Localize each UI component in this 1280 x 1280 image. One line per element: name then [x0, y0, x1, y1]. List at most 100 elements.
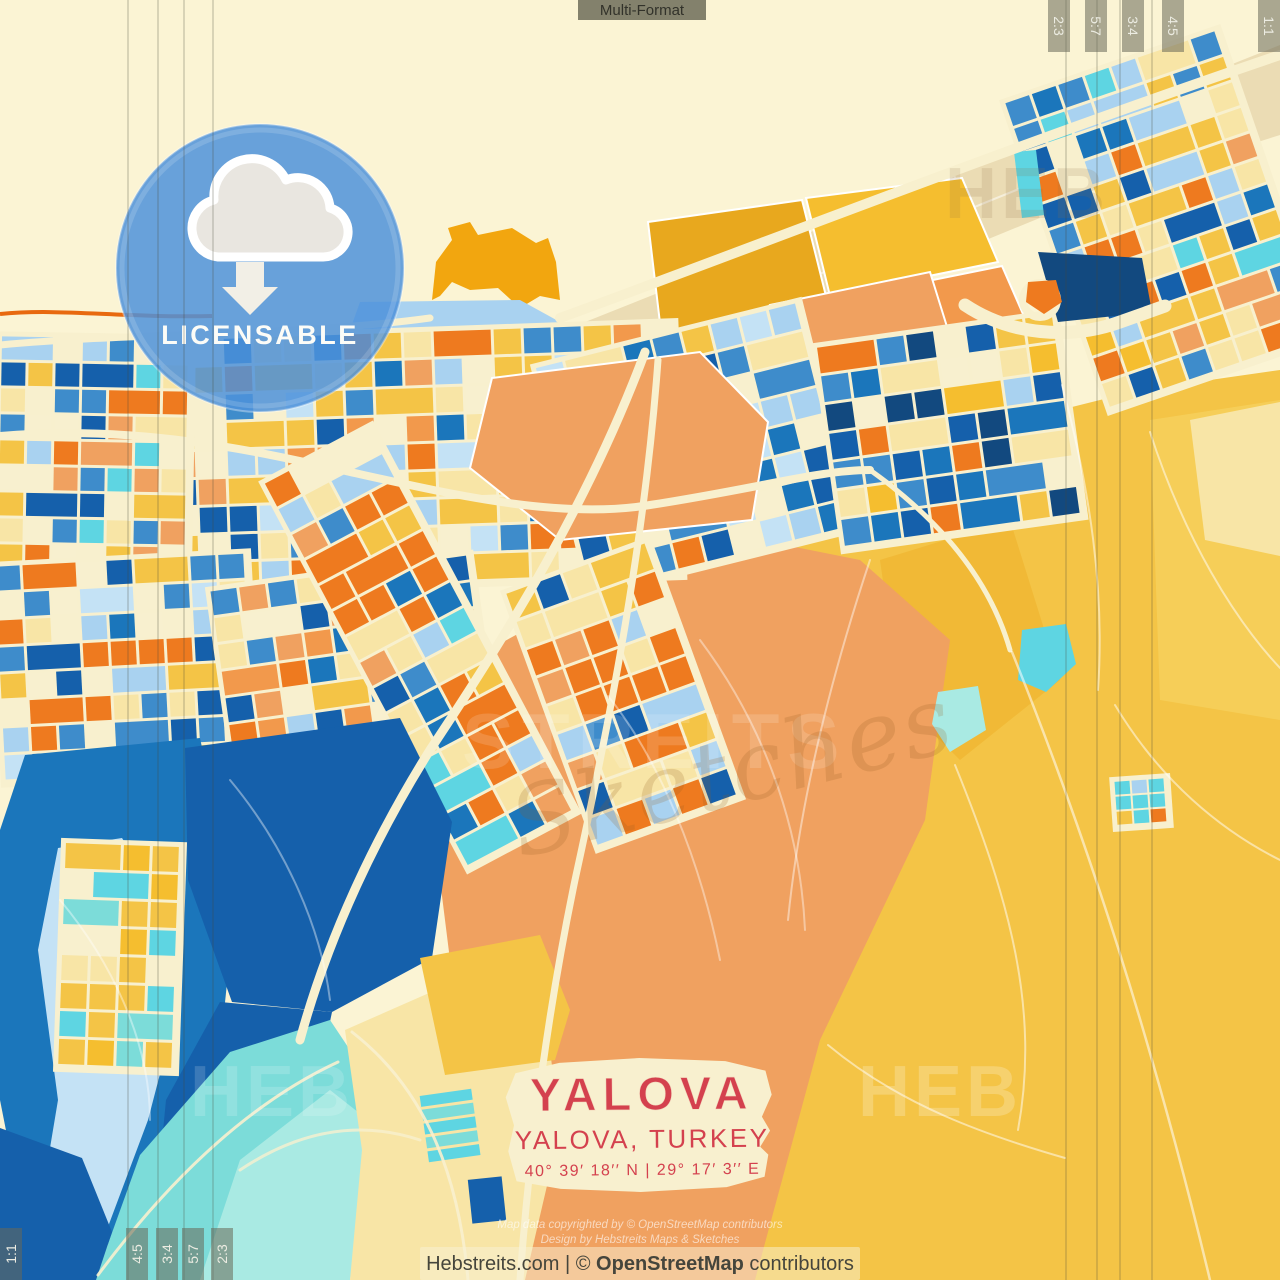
city-block: [319, 573, 356, 610]
city-block: [629, 571, 664, 607]
city-block: [521, 761, 558, 798]
city-block: [829, 430, 860, 460]
city-block: [468, 789, 505, 826]
cloud-download-icon: [187, 154, 353, 262]
city-block: [80, 441, 133, 466]
city-block: [1172, 237, 1205, 269]
city-block: [752, 486, 786, 519]
interchange-block: [1026, 280, 1062, 314]
city-block: [943, 380, 1005, 415]
city-block: [434, 358, 463, 385]
city-block: [428, 764, 491, 814]
city-block: [109, 613, 136, 639]
badge-ring: [119, 127, 401, 409]
ratio-bar: [182, 1228, 204, 1280]
city-block: [300, 602, 330, 630]
city-block: [399, 596, 436, 633]
ratio-bar-label: 3:4: [1125, 16, 1141, 36]
city-block: [169, 691, 196, 717]
city-block: [23, 590, 51, 617]
city-district: [52, 837, 188, 1077]
city-block: [198, 478, 227, 505]
small-navy-block: [467, 1176, 507, 1224]
city-block: [52, 519, 77, 543]
city-block: [1172, 323, 1205, 354]
city-block: [282, 686, 313, 715]
city-block: [1005, 95, 1037, 126]
city-block: [112, 665, 167, 693]
city-block: [1146, 151, 1205, 192]
city-block: [0, 466, 51, 491]
city-block: [54, 389, 80, 413]
city-block: [926, 474, 957, 505]
city-block: [61, 954, 89, 981]
city-block: [412, 556, 449, 593]
city-block: [53, 467, 78, 491]
city-block: [199, 506, 228, 533]
city-block: [884, 393, 915, 423]
city-block: [63, 899, 119, 926]
city-block: [239, 583, 269, 612]
city-block: [526, 640, 562, 676]
city-block: [768, 303, 802, 336]
city-block: [435, 386, 464, 413]
download-arrow-icon: [222, 262, 278, 315]
city-block: [1217, 107, 1249, 139]
city-block: [221, 664, 280, 696]
navy-block: [1038, 252, 1152, 322]
ratio-bar: [1085, 0, 1107, 52]
city-block: [1133, 809, 1150, 824]
gold-quad: [420, 935, 570, 1075]
city-block: [267, 579, 298, 608]
city-block: [426, 582, 463, 618]
ratio-bar: [1048, 0, 1070, 52]
city-block: [781, 479, 815, 512]
city-block: [730, 522, 764, 555]
city-block: [440, 526, 469, 553]
city-block: [166, 637, 193, 663]
city-mosaic-layer-2: [52, 772, 1174, 1077]
city-block: [0, 673, 27, 699]
city-block: [167, 663, 223, 690]
city-block: [789, 387, 823, 420]
city-block: [134, 556, 189, 584]
city-block: [471, 552, 530, 580]
city-block: [841, 516, 872, 546]
city-block: [436, 414, 465, 441]
city-block: [81, 614, 108, 641]
city-district: [499, 536, 747, 854]
city-block: [1234, 235, 1280, 276]
footer-site: Hebstreits.com: [426, 1253, 559, 1275]
footer-copyright: ©: [576, 1253, 596, 1275]
city-block: [680, 712, 716, 748]
city-block: [1181, 177, 1214, 209]
city-block: [999, 347, 1030, 378]
city-block: [246, 637, 276, 665]
city-block: [455, 815, 519, 866]
city-block: [906, 331, 937, 361]
city-block: [304, 629, 334, 657]
city-block: [278, 496, 315, 533]
city-block: [106, 520, 131, 544]
navy-corner: [0, 1128, 112, 1280]
city-block: [1111, 144, 1143, 176]
title-card-bg: [505, 1058, 772, 1192]
city-block: [1181, 262, 1214, 294]
city-block: [494, 710, 531, 746]
city-block: [360, 650, 397, 686]
city-block: [161, 469, 186, 493]
city-block: [1137, 126, 1196, 167]
city-block: [892, 450, 923, 480]
city-block: [386, 636, 423, 672]
city-block: [79, 586, 135, 614]
city-block: [198, 716, 225, 743]
city-district: [811, 308, 1089, 555]
ratio-bar: [1122, 0, 1144, 52]
city-block: [214, 614, 244, 642]
footer-contributors: contributors: [744, 1253, 854, 1275]
city-block: [318, 508, 355, 544]
ratio-bar-label: 3:4: [159, 1244, 175, 1264]
ratio-bar: [126, 1228, 148, 1280]
city-block: [876, 335, 907, 366]
city-block: [254, 690, 284, 719]
